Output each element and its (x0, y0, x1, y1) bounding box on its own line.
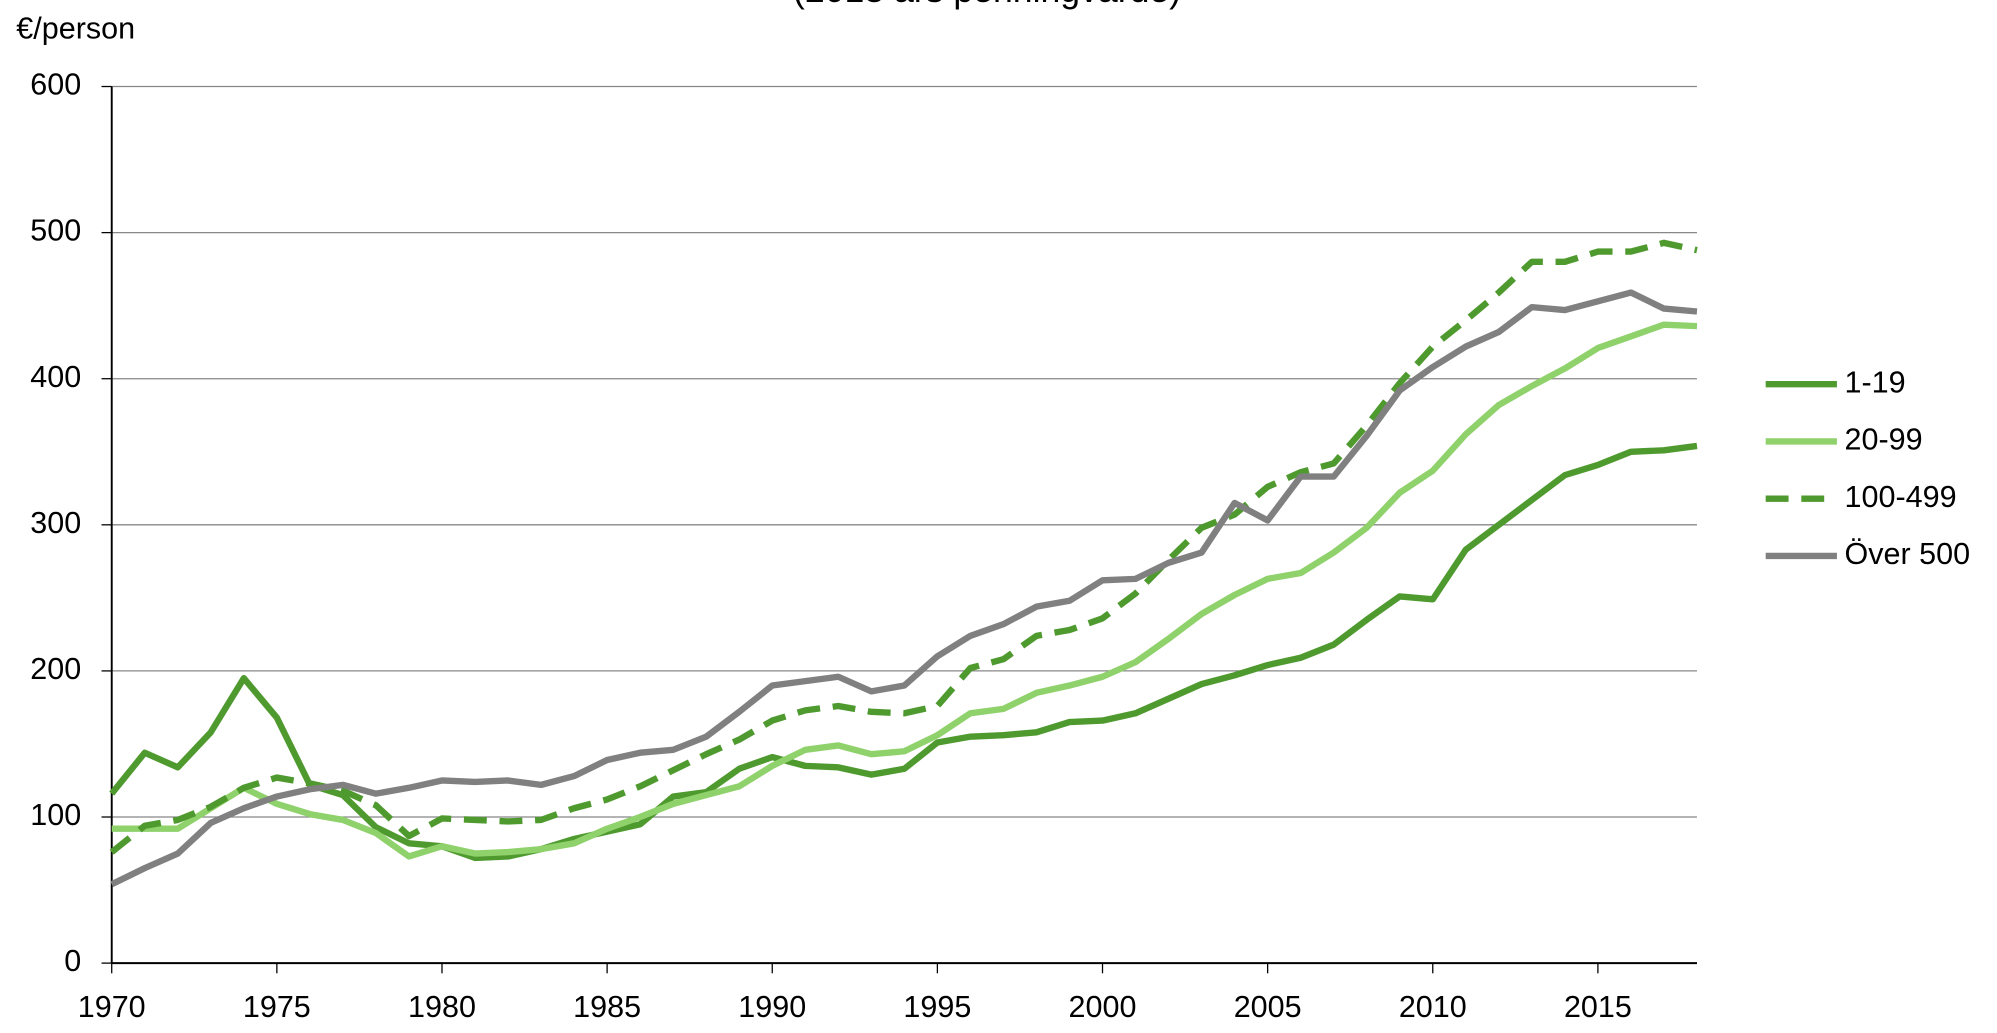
series-line (111, 321, 1698, 860)
legend-label: 100-499 (1845, 480, 1957, 514)
x-tick-label: 2005 (1234, 990, 1302, 1024)
series-line (109, 239, 1698, 855)
y-tick-label: 400 (30, 360, 81, 394)
x-tick-label: 1970 (78, 990, 146, 1024)
x-tick-label: 1995 (903, 990, 971, 1024)
y-tick-label: 300 (30, 506, 81, 540)
legend-label: 1-19 (1845, 365, 1906, 399)
y-tick-label: 500 (30, 214, 81, 248)
series-line (110, 289, 1698, 888)
x-tick-label: 1980 (408, 990, 476, 1024)
x-tick-label: 2015 (1564, 990, 1632, 1024)
legend-label: Över 500 (1845, 537, 1971, 571)
y-tick-label: 100 (30, 798, 81, 832)
x-tick-label: 2010 (1399, 990, 1467, 1024)
x-tick-label: 1990 (738, 990, 806, 1024)
y-tick-label: 600 (30, 68, 81, 102)
series-line (109, 442, 1698, 862)
legend-label: 20-99 (1845, 423, 1923, 457)
x-tick-label: 2000 (1069, 990, 1137, 1024)
x-tick-label: 1985 (573, 990, 641, 1024)
chart-subtitle: (2018 års penningvärde) (793, 0, 1181, 10)
y-tick-label: 200 (30, 652, 81, 686)
y-axis-label: €/person (16, 12, 135, 46)
y-tick-label: 0 (64, 944, 81, 978)
x-tick-label: 1975 (243, 990, 311, 1024)
